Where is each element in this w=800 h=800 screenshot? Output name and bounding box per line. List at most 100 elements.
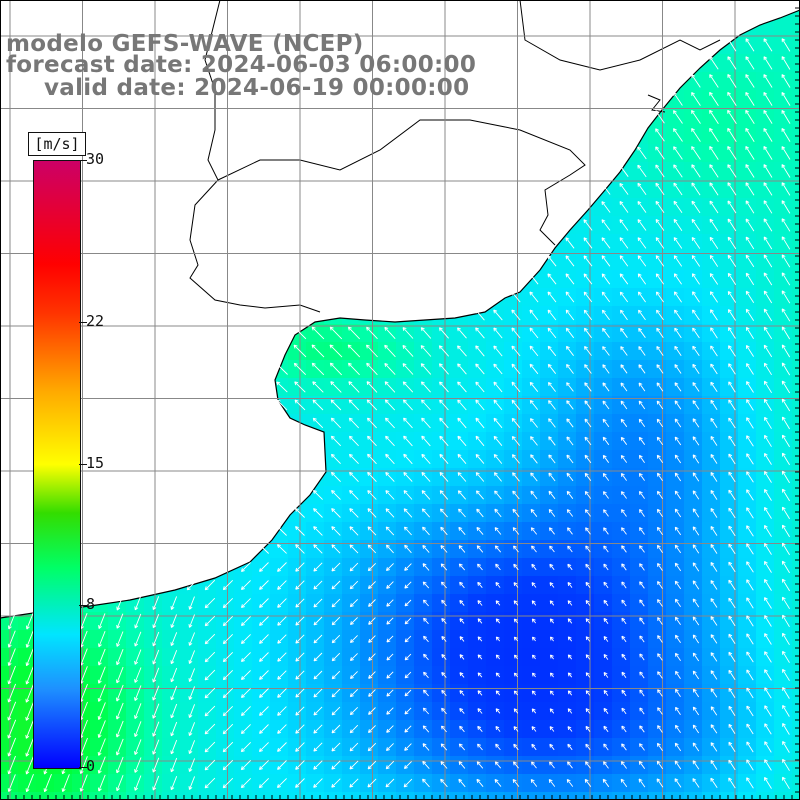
wind-arrow: [441, 689, 447, 696]
wind-arrow: [619, 164, 629, 177]
wind-arrow: [745, 200, 755, 214]
wind-arrow: [549, 672, 554, 678]
wind-arrow: [674, 742, 682, 752]
wind-arrow: [384, 417, 395, 429]
wind-arrow: [7, 612, 16, 630]
wind-arrow: [349, 562, 359, 572]
wind-arrow: [115, 702, 124, 720]
wind-arrow: [782, 668, 790, 681]
wind-arrow: [585, 527, 591, 535]
wind-arrow: [513, 618, 519, 624]
wind-arrow: [674, 616, 681, 626]
wind-arrow: [763, 146, 773, 160]
wind-arrow: [348, 435, 359, 447]
wind-arrow: [691, 146, 701, 160]
wind-arrow: [457, 490, 467, 500]
wind-arrow: [710, 544, 718, 554]
wind-arrow: [621, 599, 627, 607]
colorbar-tick-label: 8: [86, 595, 96, 614]
wind-arrow: [311, 362, 325, 376]
wind-arrow: [385, 435, 395, 447]
wind-arrow: [656, 472, 663, 482]
wind-arrow: [746, 435, 754, 447]
wind-arrow: [638, 454, 645, 463]
wind-arrow: [384, 326, 396, 340]
wind-arrow: [620, 761, 627, 769]
wind-arrow: [639, 563, 645, 571]
wind-arrow: [637, 182, 647, 196]
wind-arrow: [603, 635, 609, 642]
wind-arrow: [710, 760, 718, 770]
wind-arrow: [439, 399, 449, 411]
wind-arrow: [349, 508, 359, 518]
wind-arrow: [763, 164, 773, 178]
wind-arrow: [639, 725, 645, 733]
wind-arrow: [7, 630, 16, 648]
wind-arrow: [746, 543, 754, 555]
wind-arrow: [584, 364, 592, 374]
wind-arrow: [313, 760, 323, 770]
wind-arrow: [674, 490, 682, 500]
wind-arrow: [781, 488, 790, 502]
wind-arrow: [638, 346, 646, 356]
wind-arrow: [331, 508, 341, 518]
wind-arrow: [313, 544, 323, 554]
wind-arrow: [404, 671, 412, 679]
wind-arrow: [511, 327, 521, 339]
wind-arrow: [566, 400, 574, 410]
wind-arrow: [601, 255, 611, 267]
wind-arrow: [728, 363, 736, 375]
wind-arrow: [258, 544, 270, 554]
wind-arrow: [549, 726, 555, 732]
wind-arrow: [710, 508, 718, 518]
wind-arrow: [458, 508, 466, 518]
wind-arrow: [584, 454, 592, 464]
wind-arrow: [620, 491, 627, 499]
border-line: [647, 94, 666, 113]
wind-arrow: [547, 327, 557, 339]
wind-arrow: [691, 182, 701, 196]
wind-arrow: [331, 670, 341, 680]
wind-arrow: [367, 526, 377, 536]
wind-arrow: [585, 708, 591, 714]
wind-arrow: [313, 580, 323, 590]
wind-arrow: [531, 726, 537, 732]
wind-arrow: [330, 453, 341, 465]
wind-arrow: [620, 327, 628, 338]
wind-arrow: [709, 56, 719, 70]
wind-arrow: [567, 708, 573, 714]
wind-arrow: [691, 273, 700, 285]
wind-arrow: [421, 435, 431, 447]
wind-arrow: [656, 778, 664, 788]
wind-arrow: [655, 164, 665, 178]
wind-arrow: [404, 743, 412, 751]
wind-arrow: [728, 597, 736, 609]
wind-arrow: [728, 345, 736, 357]
wind-arrow: [782, 705, 790, 717]
wind-arrow: [349, 489, 359, 500]
wind-arrow: [475, 453, 485, 464]
wind-arrow: [620, 382, 628, 392]
wind-arrow: [422, 725, 430, 733]
wind-arrow: [547, 345, 557, 357]
wind-arrow: [259, 652, 269, 662]
wind-arrow: [494, 508, 502, 518]
wind-arrow: [347, 362, 360, 376]
wind-arrow: [368, 689, 376, 697]
wind-arrow: [746, 381, 754, 393]
wind-arrow: [585, 690, 591, 696]
wind-arrow: [602, 382, 610, 392]
wind-arrow: [331, 778, 341, 788]
wind-arrow: [97, 720, 106, 738]
wind-arrow: [639, 599, 645, 607]
valid-date: valid date: 2024-06-19 00:00:00: [44, 75, 470, 101]
wind-arrow: [495, 654, 501, 660]
wind-arrow: [781, 398, 791, 412]
wind-arrow: [601, 273, 611, 285]
wind-arrow: [637, 255, 647, 267]
wind-arrow: [656, 382, 664, 392]
wind-arrow: [438, 327, 449, 339]
wind-arrow: [276, 381, 288, 393]
wind-arrow: [584, 345, 592, 356]
wind-arrow: [549, 618, 555, 624]
